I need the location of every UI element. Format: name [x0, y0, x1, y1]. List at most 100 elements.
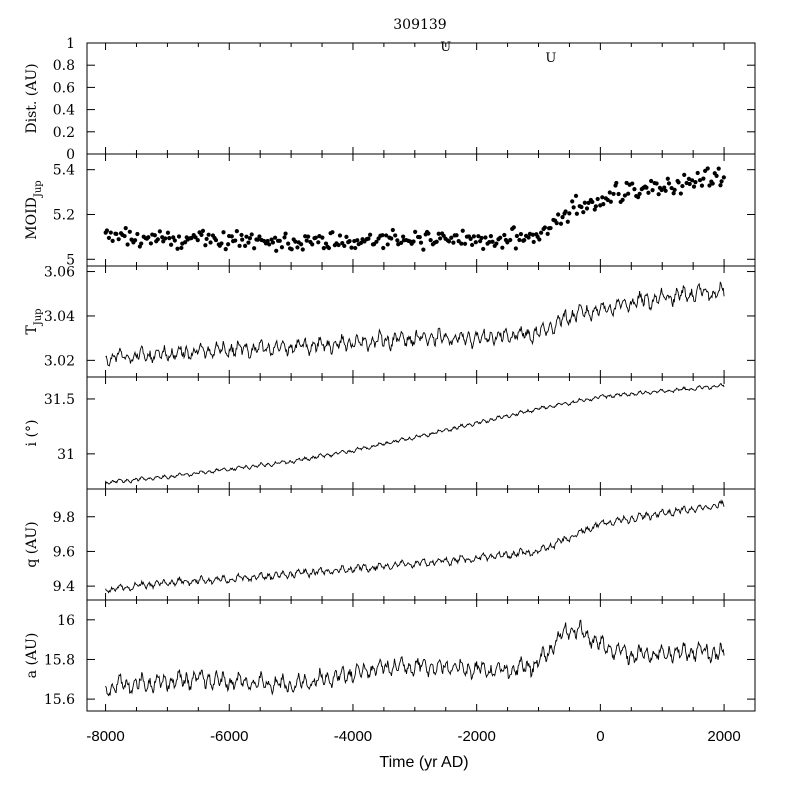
- moid-point: [517, 237, 522, 243]
- moid-point: [607, 190, 612, 195]
- moid-point: [176, 234, 182, 239]
- y-tick-label-moid-2: 5.4: [53, 163, 75, 179]
- moid-point: [221, 230, 226, 235]
- moid-point: [438, 236, 443, 241]
- moid-point: [242, 243, 248, 248]
- panel-moid: 5 5.2 5.4 MOIDJup: [24, 153, 756, 268]
- moid-point: [183, 240, 188, 245]
- moid-point: [206, 232, 211, 237]
- series-line-a: [105, 619, 725, 697]
- moid-point: [446, 239, 452, 244]
- series-line-q: [105, 499, 725, 594]
- moid-point: [470, 242, 475, 248]
- x-axis-label: Time (yr AD): [379, 754, 468, 771]
- y-axis-label-moid: MOIDJup: [24, 180, 44, 239]
- moid-point: [342, 243, 347, 249]
- moid-point: [108, 230, 113, 235]
- moid-point: [265, 238, 270, 244]
- moid-point: [127, 229, 132, 234]
- moid-point: [390, 227, 395, 233]
- moid-point: [693, 180, 698, 185]
- moid-point: [490, 239, 495, 244]
- moid-point: [586, 200, 591, 205]
- moid-point: [380, 233, 385, 238]
- moid-point: [193, 235, 198, 240]
- moid-point: [478, 239, 483, 244]
- moid-point: [573, 193, 579, 198]
- moid-point: [582, 200, 587, 205]
- moid-point: [353, 245, 358, 251]
- y-tick-label-a-1: 15.8: [44, 652, 75, 668]
- moid-point: [571, 205, 576, 210]
- moid-point: [650, 187, 655, 193]
- moid-point: [428, 238, 433, 243]
- moid-point: [637, 191, 642, 196]
- moid-point: [157, 229, 162, 234]
- moid-point: [567, 211, 572, 216]
- moid-point: [676, 180, 681, 185]
- y-axis-label-tjup: TJup: [24, 308, 44, 334]
- moid-point: [701, 176, 706, 181]
- moid-point: [595, 196, 600, 202]
- moid-point: [560, 215, 565, 220]
- moid-point: [554, 221, 559, 226]
- moid-point: [500, 245, 505, 250]
- panel-incl: 31 31.5i (°): [24, 376, 756, 490]
- moid-point: [200, 228, 206, 233]
- moid-point: [163, 236, 168, 241]
- moid-point: [399, 240, 404, 245]
- x-tick-label-3: -2000: [457, 728, 495, 745]
- moid-point: [632, 187, 637, 192]
- moid-point: [295, 245, 300, 250]
- moid-point: [449, 235, 454, 240]
- moid-point: [662, 185, 667, 190]
- moid-point: [337, 233, 343, 238]
- moid-point: [310, 242, 315, 247]
- y-tick-label-q-1: 9.6: [53, 544, 75, 560]
- y-tick-label-incl-1: 31.5: [44, 392, 75, 408]
- series-moid: [103, 166, 726, 253]
- encounter-marker-1: U: [545, 51, 556, 66]
- series-line-tjup: [105, 281, 725, 367]
- y-axis-label-a: a (AU): [24, 633, 40, 679]
- moid-point: [381, 245, 386, 251]
- panel-dist: 0 0.2 0.4 0.6 0.8 1 Dist. (AU): [24, 36, 756, 163]
- moid-point: [347, 238, 352, 244]
- moid-point: [189, 235, 194, 241]
- moid-point: [255, 237, 260, 242]
- moid-point: [644, 185, 649, 190]
- moid-point: [473, 240, 478, 245]
- panel-frame-tjup: [86, 265, 756, 378]
- moid-point: [171, 235, 176, 240]
- moid-point: [624, 180, 629, 186]
- moid-point: [710, 181, 715, 186]
- moid-point: [565, 219, 570, 224]
- moid-point: [413, 229, 418, 234]
- y-axis-label-incl: i (°): [24, 420, 40, 447]
- x-tick-label-5: 2000: [707, 728, 740, 745]
- moid-point: [522, 237, 527, 243]
- moid-point: [608, 199, 613, 204]
- moid-point: [436, 231, 441, 236]
- moid-point: [165, 230, 171, 235]
- moid-point: [682, 172, 687, 177]
- moid-point: [579, 204, 584, 210]
- moid-point: [313, 235, 318, 240]
- moid-point: [514, 233, 519, 239]
- moid-point: [614, 180, 619, 186]
- moid-point: [277, 238, 282, 243]
- moid-point: [518, 231, 524, 237]
- panels: 0 0.2 0.4 0.6 0.8 1 Dist. (AU) 5 5.2 5.4 MOIDJup 3.…: [24, 36, 756, 712]
- moid-point: [349, 245, 354, 250]
- moid-point: [705, 166, 710, 171]
- moid-point: [611, 191, 616, 197]
- moid-point: [601, 202, 606, 207]
- moid-point: [620, 197, 625, 202]
- moid-point: [635, 195, 641, 200]
- moid-point: [123, 225, 128, 231]
- moid-point: [649, 178, 654, 184]
- moid-point: [654, 181, 659, 186]
- y-tick-label-a-2: 16: [57, 613, 75, 629]
- panel-frame-incl: [86, 376, 756, 490]
- moid-point: [665, 176, 670, 181]
